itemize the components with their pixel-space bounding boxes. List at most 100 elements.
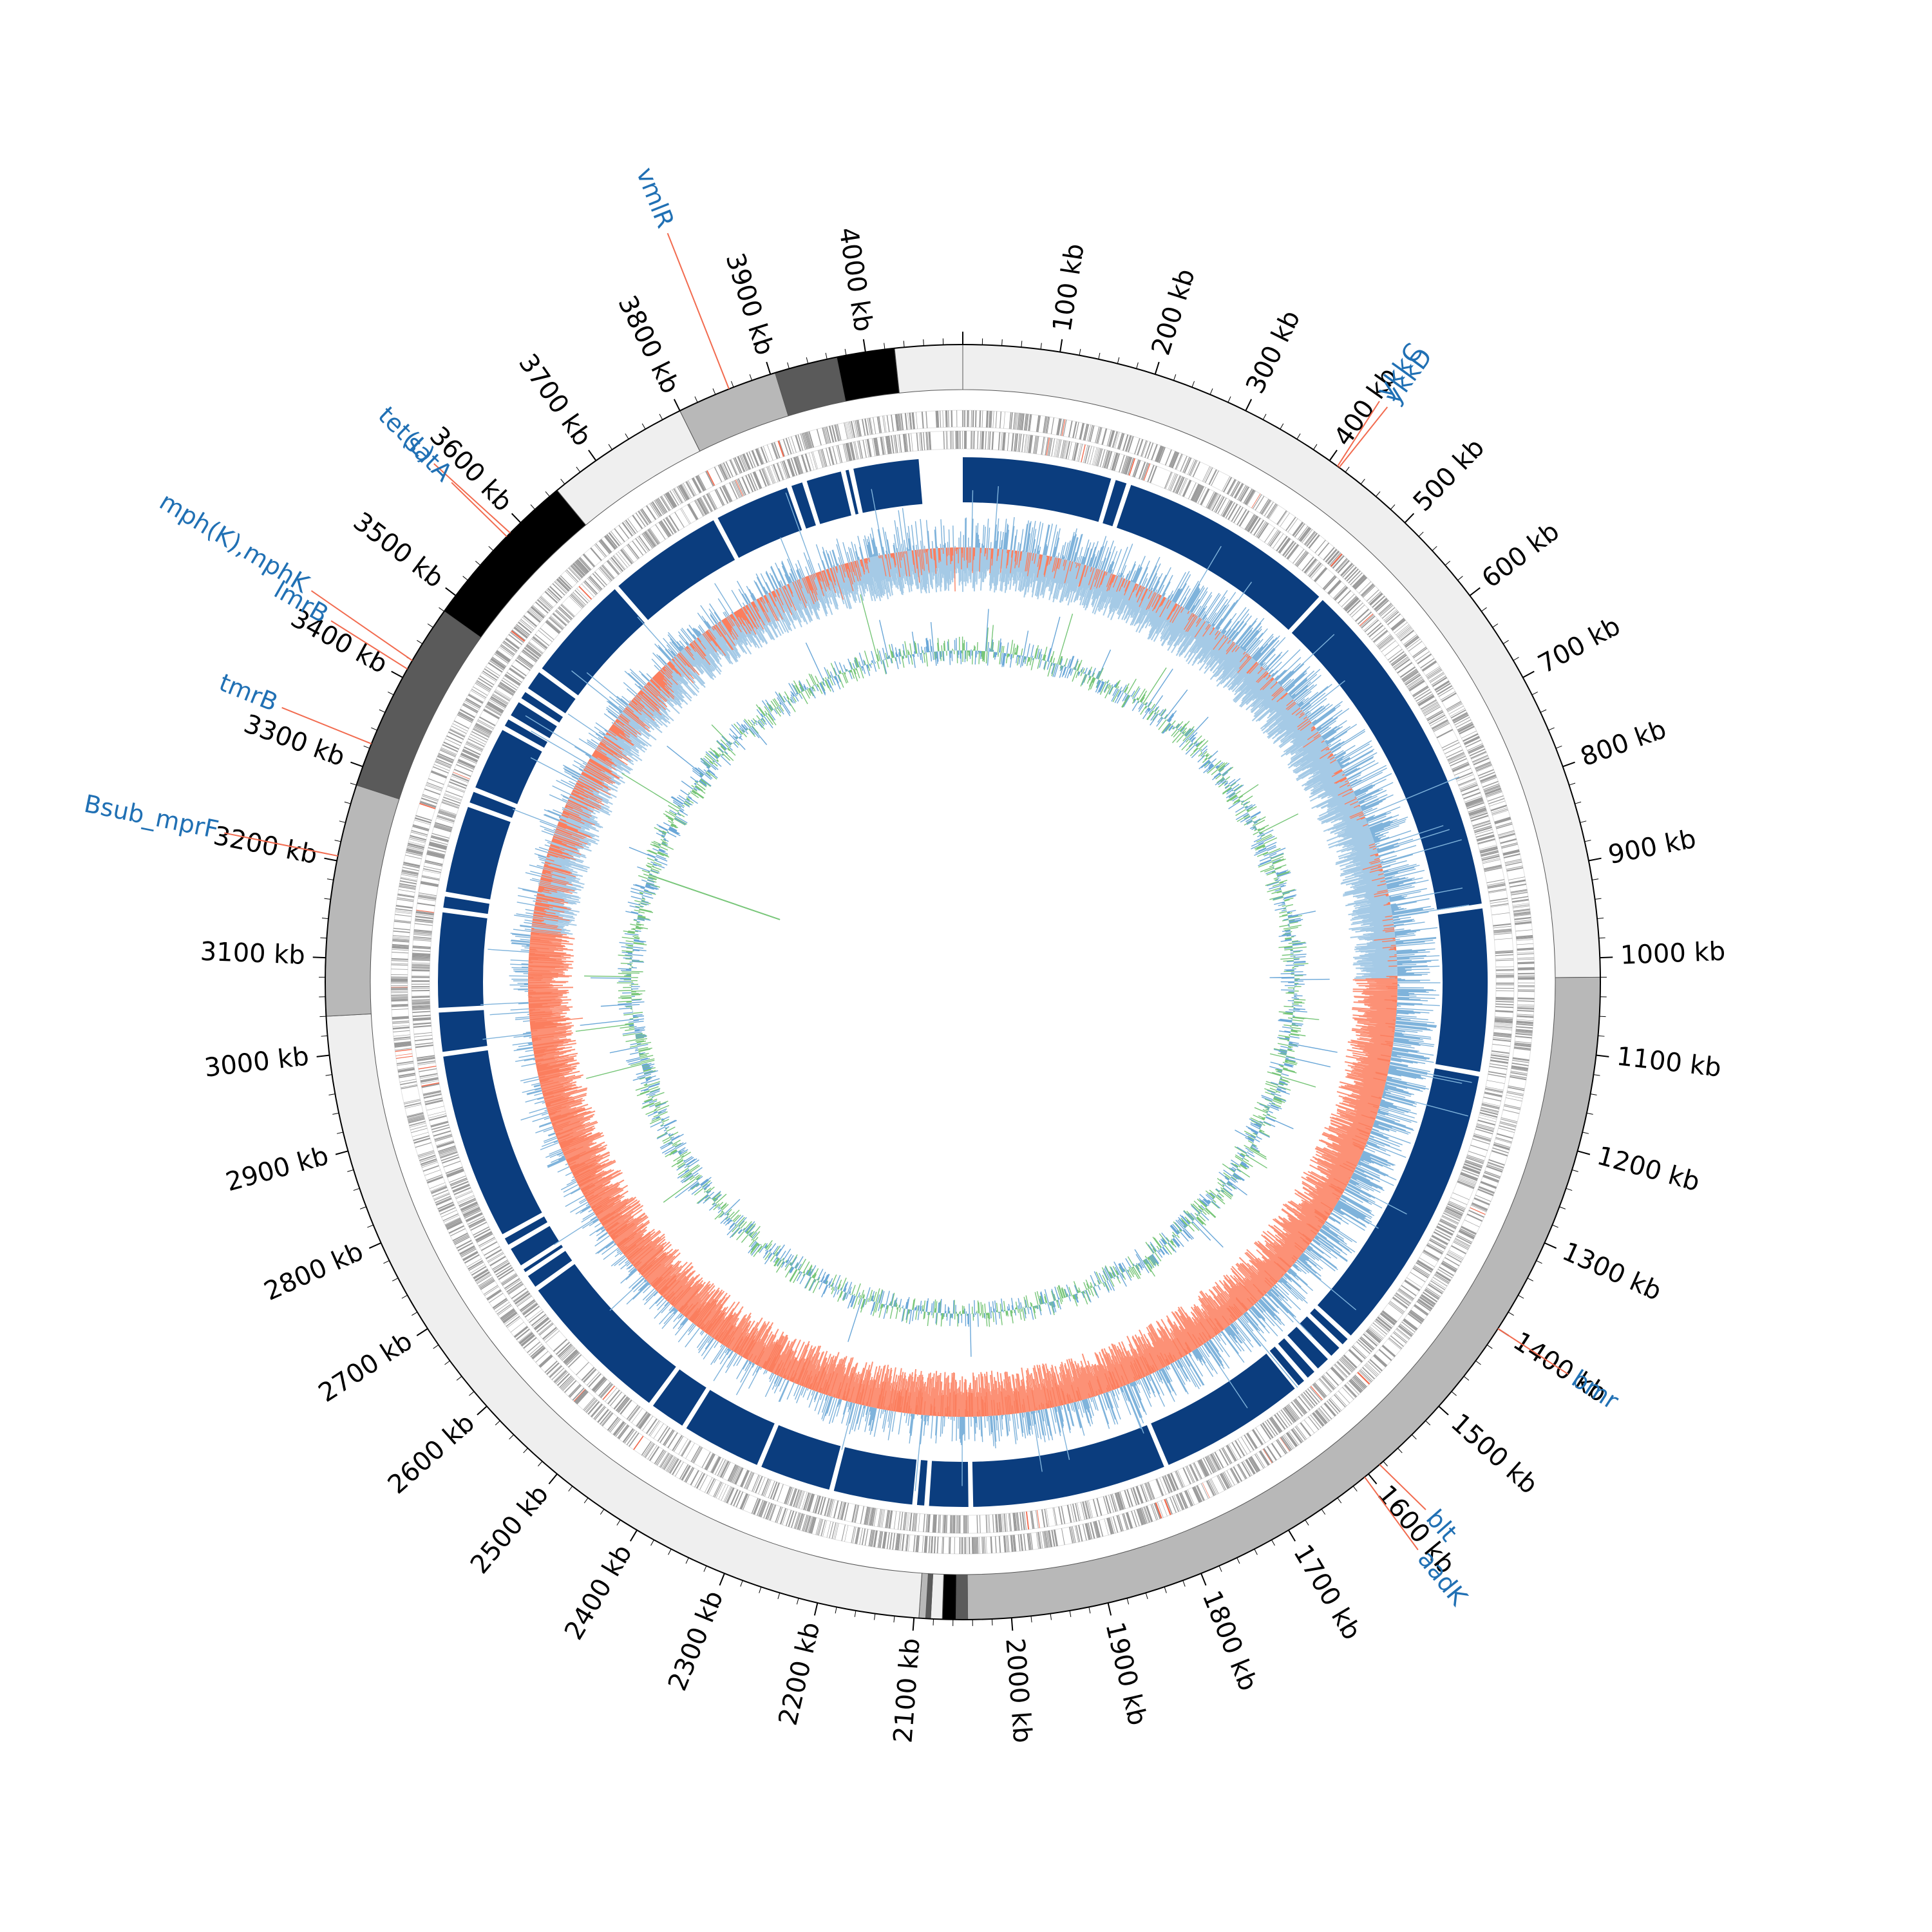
cds-feature xyxy=(1406,676,1423,687)
cds-feature xyxy=(1437,685,1453,696)
cds-feature xyxy=(800,455,808,473)
cds-feature xyxy=(614,528,625,542)
cds-feature xyxy=(672,489,681,504)
cds-feature xyxy=(1495,1011,1513,1013)
cds-feature xyxy=(432,1126,450,1133)
cds-feature xyxy=(1003,432,1006,451)
gene-leader-2 xyxy=(433,463,511,534)
cds-feature xyxy=(715,1482,724,1499)
cds-feature xyxy=(391,976,408,978)
cds-feature xyxy=(1016,413,1018,430)
cds-feature xyxy=(1419,1296,1435,1307)
cds-feature xyxy=(1030,1533,1034,1550)
cds-feature xyxy=(437,815,455,822)
cds-feature xyxy=(600,538,612,553)
cds-feature xyxy=(1435,681,1450,691)
cds-feature xyxy=(1494,1021,1513,1024)
cds-feature xyxy=(1406,638,1421,650)
cds-feature xyxy=(1390,1301,1405,1312)
cds-feature xyxy=(1359,581,1372,594)
cds-feature xyxy=(410,1125,427,1131)
cds-feature xyxy=(501,1310,516,1321)
cds-feature xyxy=(828,1499,834,1517)
cds-feature xyxy=(1454,1240,1470,1249)
cds-feature xyxy=(1344,1384,1358,1397)
cds-feature xyxy=(807,1493,814,1511)
cds-feature xyxy=(1277,1439,1288,1454)
cds-feature xyxy=(795,1490,801,1508)
cds-feature xyxy=(391,994,408,996)
cds-feature xyxy=(438,753,455,761)
cds-feature xyxy=(391,987,408,988)
cds-feature xyxy=(1441,691,1455,701)
cds-feature xyxy=(1327,580,1341,594)
cds-feature xyxy=(1347,1382,1359,1395)
cds-feature xyxy=(886,435,891,454)
cds-feature xyxy=(600,566,613,580)
cds-feature xyxy=(1424,1289,1439,1300)
blast-segment-32 xyxy=(504,719,548,748)
blast-segment-39 xyxy=(791,482,816,529)
cds-feature xyxy=(844,1502,849,1521)
cds-feature xyxy=(1300,1422,1312,1437)
cds-feature xyxy=(808,452,815,470)
cds-feature xyxy=(1384,645,1399,656)
cds-feature xyxy=(489,1293,504,1303)
cds-feature xyxy=(1512,1058,1530,1062)
cds-feature xyxy=(1245,1459,1255,1475)
cds-feature xyxy=(462,1251,478,1262)
cds-feature xyxy=(392,951,409,954)
cds-feature xyxy=(1080,423,1085,440)
cds-feature xyxy=(622,1428,634,1443)
cds-feature xyxy=(403,1099,421,1103)
cds-feature xyxy=(998,431,1001,450)
minor-tick xyxy=(1502,639,1509,645)
cds-feature xyxy=(1501,842,1518,848)
cds-feature xyxy=(1456,774,1474,782)
cds-feature xyxy=(1480,1180,1497,1189)
cds-feature xyxy=(391,979,408,981)
cds-feature xyxy=(681,484,690,499)
cds-feature xyxy=(1378,636,1393,649)
cds-feature xyxy=(1460,784,1478,792)
cds-feature xyxy=(1291,1428,1303,1443)
cds-feature xyxy=(421,797,438,804)
cds-feature xyxy=(823,427,828,444)
cds-feature xyxy=(391,958,408,960)
cds-feature xyxy=(1224,1472,1233,1487)
cds-feature xyxy=(1124,1490,1131,1508)
cds-feature xyxy=(794,457,801,475)
cds-feature xyxy=(975,1537,978,1554)
cds-feature xyxy=(1493,1144,1510,1151)
cds-feature xyxy=(1459,1229,1475,1238)
cds-feature xyxy=(1380,1312,1396,1325)
cds-feature xyxy=(583,553,596,567)
cds-feature xyxy=(925,431,928,450)
cds-feature xyxy=(1368,1361,1381,1373)
cds-feature xyxy=(1090,446,1095,464)
cds-feature xyxy=(1441,1263,1456,1273)
cds-feature xyxy=(1112,431,1118,448)
cds-feature xyxy=(1307,562,1320,576)
cds-feature xyxy=(452,1232,468,1242)
cds-feature xyxy=(1382,1345,1396,1358)
cds-feature xyxy=(735,479,744,497)
cds-feature xyxy=(1399,1288,1414,1300)
cds-feature xyxy=(1472,1138,1490,1145)
cds-feature xyxy=(437,754,454,762)
cds-feature xyxy=(928,1536,931,1553)
cds-feature xyxy=(506,672,522,683)
cds-feature xyxy=(1398,627,1412,639)
minor-tick xyxy=(334,840,341,842)
cds-feature xyxy=(1495,997,1514,999)
cds-feature xyxy=(1466,1155,1484,1163)
cds-feature xyxy=(807,431,813,448)
cds-feature xyxy=(1027,435,1030,453)
cds-feature xyxy=(1517,1005,1535,1007)
cds-feature xyxy=(1014,1512,1018,1531)
cds-feature xyxy=(427,851,445,857)
cds-feature xyxy=(740,1493,749,1510)
cds-feature xyxy=(1127,457,1134,475)
cds-feature xyxy=(951,1515,953,1533)
minor-tick xyxy=(787,362,790,369)
